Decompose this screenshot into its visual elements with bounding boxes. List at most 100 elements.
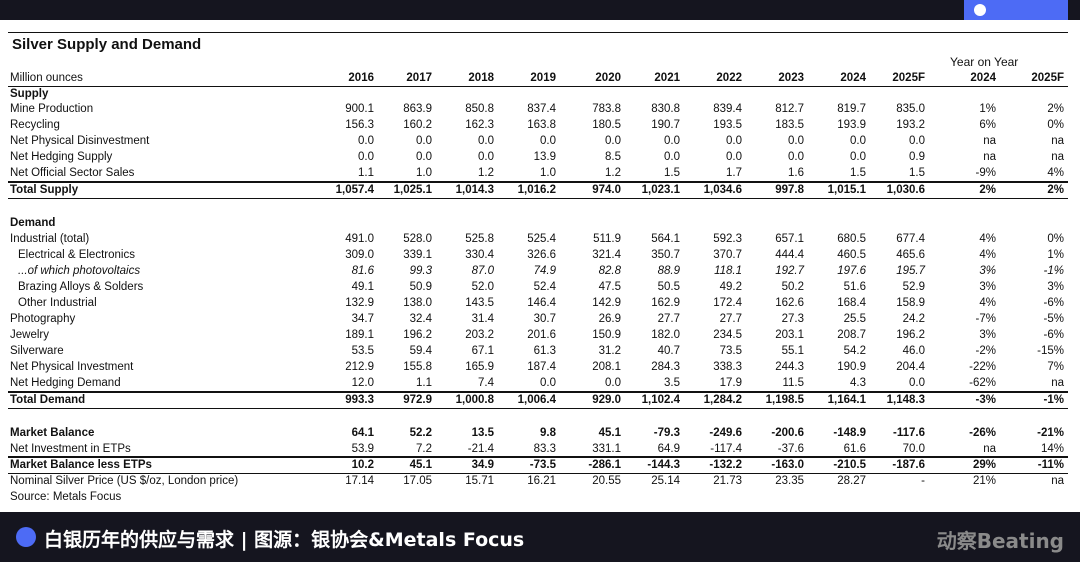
cell: 146.4: [527, 297, 556, 309]
caption-icon: [16, 527, 36, 547]
cell: 54.2: [843, 345, 866, 357]
cell: 528.0: [403, 233, 432, 245]
cell: 30.7: [533, 313, 556, 325]
cell: 0.0: [726, 151, 742, 163]
cell: 47.5: [598, 281, 621, 293]
cell: 52.9: [902, 281, 925, 293]
cell: 0.0: [850, 151, 866, 163]
cell: 203.2: [465, 329, 494, 341]
column-header: 2022: [716, 72, 742, 84]
cell: 309.0: [345, 249, 374, 261]
cell: 192.7: [775, 265, 804, 277]
cell: 0.0: [358, 135, 374, 147]
cell: 330.4: [465, 249, 494, 261]
row-label: Net Hedging Demand: [10, 377, 121, 389]
cell: 21%: [972, 475, 996, 487]
cell: na: [1051, 135, 1064, 147]
row-label: Brazing Alloys & Solders: [18, 281, 144, 293]
cell: 525.8: [465, 233, 494, 245]
cell: 837.4: [527, 103, 556, 115]
cell: 1,006.4: [517, 394, 556, 406]
row-label: Net Physical Investment: [10, 361, 134, 373]
cell: 12.0: [351, 377, 374, 389]
total-demand-top-rule: [8, 391, 1068, 393]
cell: 16.21: [527, 475, 556, 487]
cell: 1,034.6: [703, 184, 742, 196]
cell: 172.4: [713, 297, 742, 309]
column-header: 2018: [468, 72, 494, 84]
cell: -: [921, 475, 925, 487]
cell: -148.9: [833, 427, 866, 439]
cell: 900.1: [345, 103, 374, 115]
cell: 1,000.8: [455, 394, 494, 406]
cell: -249.6: [709, 427, 742, 439]
row-label: Recycling: [10, 119, 60, 131]
caption-dot: [16, 527, 36, 547]
cell: 32.4: [409, 313, 432, 325]
column-header: 2024: [840, 72, 866, 84]
cell: 50.2: [781, 281, 804, 293]
logo: 动察Beating: [936, 529, 1064, 553]
cell: 189.1: [345, 329, 374, 341]
accent-block: [964, 0, 1068, 20]
cell: 1,148.3: [886, 394, 925, 406]
cell: 1%: [1047, 249, 1064, 261]
cell: 338.3: [713, 361, 742, 373]
cell: 7%: [1047, 361, 1064, 373]
cell: 1,284.2: [703, 394, 742, 406]
cell: 59.4: [409, 345, 432, 357]
cell: 1,014.3: [455, 184, 494, 196]
column-header: 2017: [406, 72, 432, 84]
cell: 118.1: [714, 265, 742, 277]
cell: 212.9: [345, 361, 374, 373]
cell: 0.0: [478, 151, 494, 163]
column-header: 2021: [654, 72, 680, 84]
cell: 55.1: [781, 345, 804, 357]
cell: 0.0: [358, 151, 374, 163]
cell: 196.2: [403, 329, 432, 341]
cell: -21.4: [467, 443, 494, 455]
row-label: Industrial (total): [10, 233, 90, 245]
cell: 284.3: [651, 361, 680, 373]
cell: 0.0: [416, 135, 432, 147]
row-label: Net Physical Disinvestment: [10, 135, 150, 147]
cell: 208.1: [592, 361, 621, 373]
cell: 201.6: [527, 329, 556, 341]
cell: 1.2: [605, 167, 621, 179]
cell: 3%: [979, 281, 996, 293]
accent-dot: [974, 4, 986, 16]
cell: 20.55: [592, 475, 621, 487]
cell: 0.0: [788, 151, 804, 163]
cell: 0.0: [909, 135, 925, 147]
cell: 465.6: [896, 249, 925, 261]
cell: 4%: [979, 233, 996, 245]
cell: 830.8: [651, 103, 680, 115]
cell: 15.71: [465, 475, 494, 487]
column-header: 2025F: [892, 72, 925, 84]
row-label: Total Supply: [10, 184, 79, 196]
column-header: 2024: [970, 72, 996, 84]
cell: 677.4: [896, 233, 925, 245]
cell: 0.0: [540, 135, 556, 147]
cell: 61.6: [843, 443, 866, 455]
cell: 158.9: [896, 297, 925, 309]
cell: -7%: [975, 313, 996, 325]
cell: 182.0: [651, 329, 680, 341]
cell: 99.3: [409, 265, 432, 277]
cell: 0.0: [726, 135, 742, 147]
cell: 13.9: [533, 151, 556, 163]
cell: 87.0: [471, 265, 494, 277]
cell: 4.3: [850, 377, 866, 389]
cell: 1%: [979, 103, 996, 115]
cell: 0.0: [416, 151, 432, 163]
cell: 997.8: [775, 184, 804, 196]
cell: 163.8: [527, 119, 556, 131]
cell: 850.8: [465, 103, 494, 115]
cell: -22%: [969, 361, 996, 373]
cell: 31.2: [598, 345, 621, 357]
row-label: Net Investment in ETPs: [10, 443, 131, 455]
cell: 13.5: [471, 427, 494, 439]
cell: 34.9: [471, 459, 494, 471]
row-label: Demand: [10, 217, 56, 229]
cell: 564.1: [651, 233, 680, 245]
